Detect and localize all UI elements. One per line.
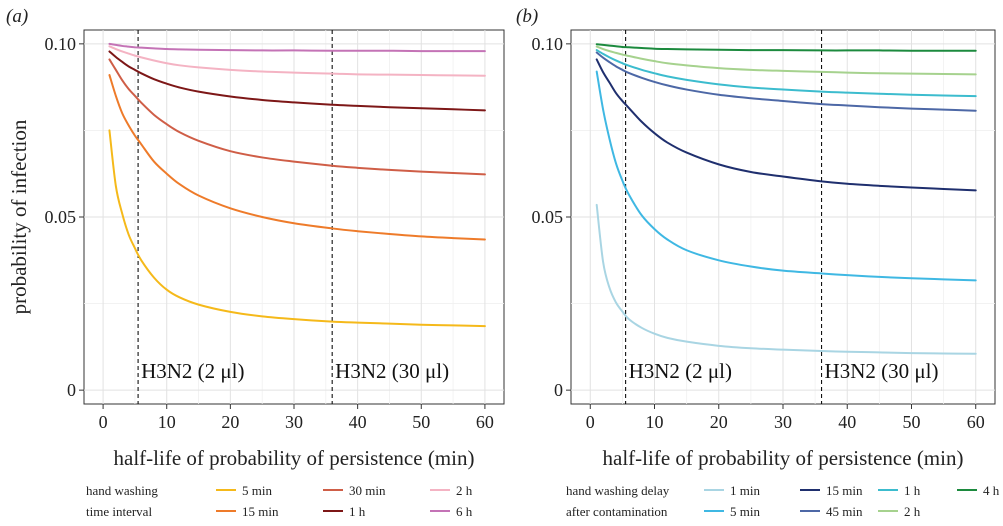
reference-label-2: H3N2 (30 μl) <box>335 359 449 383</box>
y-axis-label-a: probability of infection <box>7 119 31 314</box>
series-line-b-1-min <box>595 203 977 355</box>
legend-label-a-30-min: 30 min <box>349 483 386 498</box>
x-tick-label: 0 <box>99 412 108 432</box>
x-tick-label: 10 <box>158 412 176 432</box>
panel-label-b: (b) <box>516 6 538 27</box>
x-tick-label: 60 <box>476 412 494 432</box>
reference-label-1: H3N2 (2 μl) <box>141 359 244 383</box>
series-line-b-1-h <box>595 49 977 98</box>
series-line-a-30-min <box>108 58 486 176</box>
reference-label-2: H3N2 (30 μl) <box>825 359 939 383</box>
x-ticks-b: 0 10 20 30 40 50 60 <box>586 404 985 432</box>
x-tick-label: 50 <box>412 412 430 432</box>
x-tick-label: 30 <box>774 412 792 432</box>
x-tick-label: 10 <box>646 412 664 432</box>
grid-b <box>571 30 995 404</box>
x-axis-label-a: half-life of probability of persistence … <box>114 446 475 470</box>
panel-b: (b) H3N2 (2 μl) H3N2 (30 μl) 0 10 20 30 40 50 6… <box>516 6 1000 519</box>
y-tick-label: 0 <box>554 380 563 400</box>
y-tick-label: 0.10 <box>45 34 77 54</box>
grid-a <box>84 30 504 404</box>
legend-label-b-1-min: 1 min <box>730 483 760 498</box>
reference-label-1: H3N2 (2 μl) <box>629 359 732 383</box>
panel-a: (a) H3N2 (2 μl) H3N2 (30 μl) 0 10 20 30 40 50 6… <box>6 6 505 519</box>
panel-label-a: (a) <box>6 6 28 27</box>
series-line-b-5-min <box>595 70 977 282</box>
x-ticks-a: 0 10 20 30 40 50 60 <box>99 404 494 432</box>
legend-label-b-2-h: 2 h <box>904 504 921 519</box>
legend-label-a-6-h: 6 h <box>456 504 473 519</box>
x-axis-label-b: half-life of probability of persistence … <box>603 446 964 470</box>
legend-label-a-5-min: 5 min <box>242 483 272 498</box>
x-tick-label: 20 <box>221 412 239 432</box>
legend-label-b-1-h: 1 h <box>904 483 921 498</box>
legend-label-b-45-min: 45 min <box>826 504 863 519</box>
legend-items-b: 1 min 5 min 15 min 45 min 1 h 2 h 4 h <box>704 483 1000 519</box>
y-tick-label: 0.10 <box>532 34 564 54</box>
legend-label-a-15-min: 15 min <box>242 504 279 519</box>
reference-lines-a: H3N2 (2 μl) H3N2 (30 μl) <box>137 30 449 404</box>
series-line-a-6-h <box>108 42 486 53</box>
series-lines-b <box>595 43 977 355</box>
legend-title-b-line2: after contamination <box>566 504 668 519</box>
x-tick-label: 50 <box>902 412 920 432</box>
legend-items-a: 5 min 15 min 30 min 1 h 2 h 6 h <box>216 483 473 519</box>
x-tick-label: 60 <box>967 412 985 432</box>
y-tick-label: 0.05 <box>532 207 564 227</box>
series-line-a-15-min <box>108 74 486 241</box>
legend-label-b-15-min: 15 min <box>826 483 863 498</box>
x-tick-label: 30 <box>285 412 303 432</box>
y-tick-label: 0 <box>67 380 76 400</box>
x-tick-label: 0 <box>586 412 595 432</box>
reference-lines-b: H3N2 (2 μl) H3N2 (30 μl) <box>625 30 939 404</box>
series-line-b-2-h <box>595 45 977 76</box>
series-line-a-2-h <box>108 45 486 77</box>
legend-label-a-1-h: 1 h <box>349 504 366 519</box>
series-line-b-15-min <box>595 58 977 192</box>
y-ticks-b: 0 0.05 0.10 <box>532 34 571 400</box>
legend-title-a-line1: hand washing <box>86 483 158 498</box>
legend-label-b-4-h: 4 h <box>983 483 1000 498</box>
series-lines-a <box>108 42 486 328</box>
series-line-b-4-h <box>595 43 977 52</box>
y-tick-label: 0.05 <box>45 207 77 227</box>
legend-b: hand washing delay after contamination 1… <box>566 483 1000 519</box>
series-line-a-1-h <box>108 50 486 112</box>
legend-title-a-line2: time interval <box>86 504 152 519</box>
x-tick-label: 20 <box>710 412 728 432</box>
series-line-a-5-min <box>108 129 486 328</box>
y-ticks-a: 0 0.05 0.10 <box>45 34 84 400</box>
legend-title-b-line1: hand washing delay <box>566 483 670 498</box>
x-tick-label: 40 <box>838 412 856 432</box>
x-tick-label: 40 <box>349 412 367 432</box>
series-line-b-45-min <box>595 51 977 112</box>
legend-label-b-5-min: 5 min <box>730 504 760 519</box>
legend-a: hand washing time interval 5 min 15 min 30… <box>86 483 473 519</box>
legend-label-a-2-h: 2 h <box>456 483 473 498</box>
